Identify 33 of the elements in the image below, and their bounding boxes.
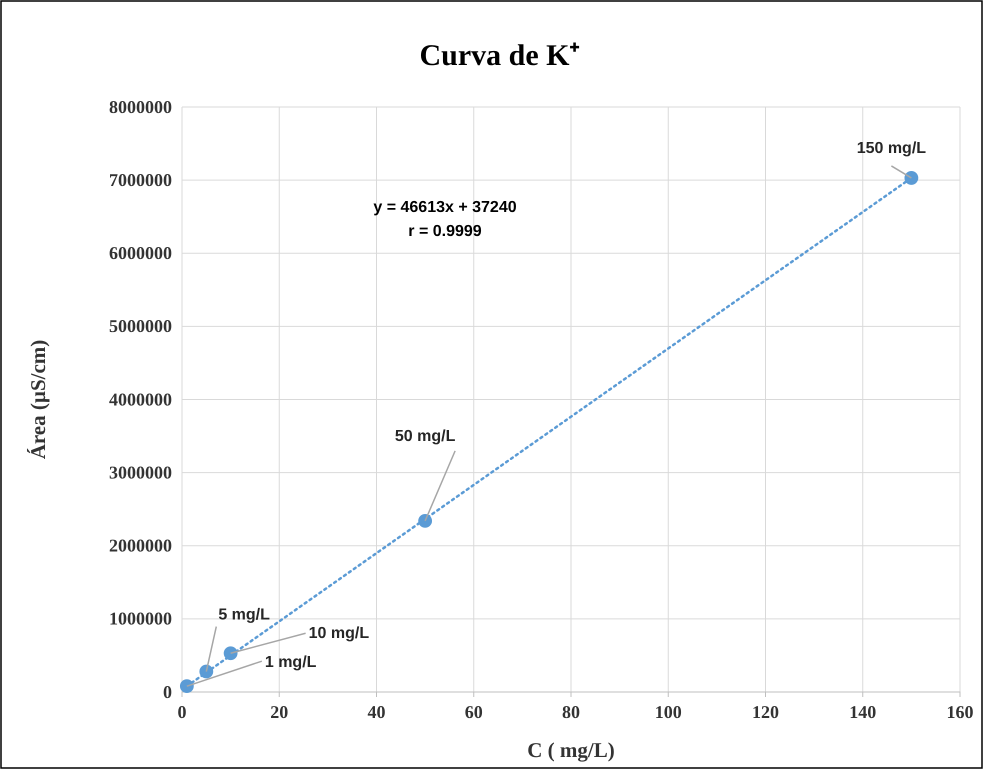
annotation: 1 mg/L	[264, 654, 317, 672]
x-tick-label: 80	[562, 702, 580, 722]
annotation: r = 0.9999	[408, 223, 482, 240]
x-tick-label: 60	[464, 702, 483, 722]
annotation: 5 mg/L	[218, 606, 270, 624]
x-tick-label: 140	[849, 702, 876, 722]
x-tick-label: 0	[178, 702, 186, 722]
y-axis-title: Área (µS/cm)	[26, 340, 50, 460]
y-tick-label: 1000000	[109, 608, 172, 629]
y-tick-label: 3000000	[109, 462, 172, 482]
y-tick-label: 6000000	[109, 243, 172, 264]
point	[224, 646, 238, 660]
x-axis-title: C ( mg/L)	[527, 738, 615, 762]
y-tick-label: 5000000	[109, 316, 172, 336]
y-tick-label: 0	[163, 682, 172, 702]
annotation: 50 mg/L	[394, 428, 456, 445]
x-tick-label: 100	[654, 702, 682, 722]
y-tick-label: 2000000	[109, 536, 172, 556]
point	[418, 514, 432, 528]
x-tick-label: 40	[368, 702, 386, 722]
annotation: 150 mg/L	[856, 140, 926, 157]
point	[904, 171, 918, 185]
y-tick-label: 4000000	[109, 389, 172, 410]
chart-title: Curva de K⁺	[420, 39, 580, 72]
annotation: y = 46613x + 37240	[373, 199, 517, 216]
x-tick-label: 160	[946, 702, 974, 722]
annotation: 10 mg/L	[308, 625, 370, 642]
x-tick-label: 20	[270, 702, 288, 722]
y-tick-label: 7000000	[109, 170, 172, 190]
point	[199, 664, 214, 678]
y-tick-label: 8000000	[109, 96, 172, 117]
x-tick-label: 120	[752, 702, 779, 722]
point	[180, 679, 194, 694]
